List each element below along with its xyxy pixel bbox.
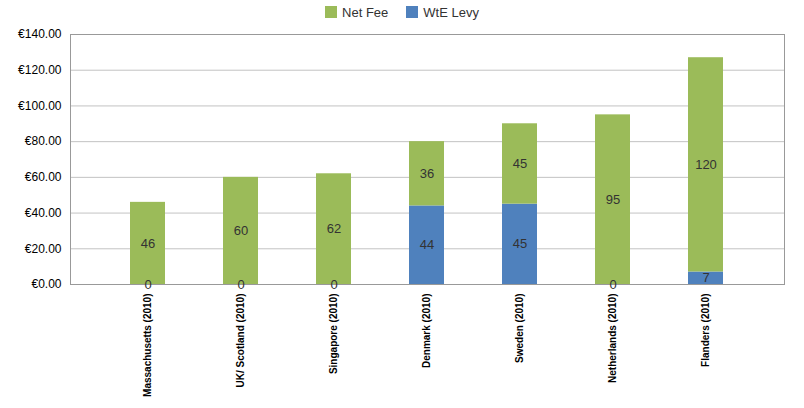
svg-text:36: 36 xyxy=(420,166,434,181)
svg-text:7: 7 xyxy=(702,270,709,285)
svg-text:Flanders (2010): Flanders (2010) xyxy=(700,294,711,367)
svg-text:€0.00: €0.00 xyxy=(31,277,61,291)
html-text:Net Fee: Net Fee xyxy=(342,4,389,20)
svg-text:95: 95 xyxy=(606,192,620,207)
svg-text:Denmark (2010): Denmark (2010) xyxy=(421,294,432,368)
svg-text:€140.00: €140.00 xyxy=(18,27,62,41)
svg-text:€80.00: €80.00 xyxy=(25,134,62,148)
svg-text:0: 0 xyxy=(609,277,616,292)
svg-text:€120.00: €120.00 xyxy=(18,63,62,77)
svg-text:60: 60 xyxy=(234,223,248,238)
svg-text:€60.00: €60.00 xyxy=(25,170,62,184)
svg-text:UK/ Scotland (2010): UK/ Scotland (2010) xyxy=(235,294,246,388)
svg-text:120: 120 xyxy=(695,157,717,172)
svg-text:€40.00: €40.00 xyxy=(25,206,62,220)
svg-text:Massachusetts (2010): Massachusetts (2010) xyxy=(142,294,153,397)
svg-text:€20.00: €20.00 xyxy=(25,242,62,256)
svg-text:44: 44 xyxy=(420,237,434,252)
html-text:WtE Levy: WtE Levy xyxy=(423,4,479,20)
svg-text:Singapore (2010): Singapore (2010) xyxy=(328,294,339,375)
svg-text:62: 62 xyxy=(327,221,341,236)
svg-text:0: 0 xyxy=(237,277,244,292)
svg-text:45: 45 xyxy=(513,156,527,171)
svg-text:€100.00: €100.00 xyxy=(18,99,62,113)
svg-text:0: 0 xyxy=(330,277,337,292)
svg-text:Netherlands (2010): Netherlands (2010) xyxy=(607,294,618,383)
svg-text:Sweden (2010): Sweden (2010) xyxy=(514,294,525,363)
svg-text:45: 45 xyxy=(513,236,527,251)
svg-text:46: 46 xyxy=(141,236,155,251)
svg-text:0: 0 xyxy=(144,277,151,292)
